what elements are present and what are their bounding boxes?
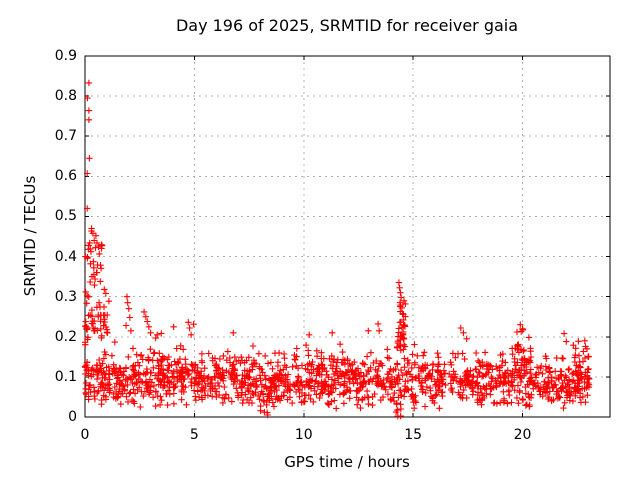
x-tick-label: 10 bbox=[294, 427, 313, 443]
y-tick-label: 0.6 bbox=[54, 168, 77, 185]
y-tick-label: 0.4 bbox=[54, 248, 77, 265]
chart-title: Day 196 of 2025, SRMTID for receiver gai… bbox=[175, 16, 519, 35]
y-tick-label: 0.1 bbox=[54, 368, 77, 385]
x-tick-label: 5 bbox=[189, 427, 199, 443]
x-axis-label: GPS time / hours bbox=[284, 453, 410, 471]
x-tick-label: 15 bbox=[404, 427, 423, 443]
x-tick-label: 20 bbox=[513, 427, 532, 443]
data-points-srmtid bbox=[82, 79, 593, 420]
y-tick-label: 0.9 bbox=[54, 48, 77, 64]
y-tick-label: 0.7 bbox=[54, 128, 77, 145]
grid-lines bbox=[85, 56, 610, 417]
y-tick-label: 0 bbox=[68, 409, 77, 425]
y-tick-label: 0.2 bbox=[54, 328, 77, 345]
plot-border bbox=[84, 55, 611, 418]
y-tick-label: 0.8 bbox=[54, 88, 77, 105]
x-tick-label: 0 bbox=[80, 427, 90, 443]
y-tick-label: 0.3 bbox=[54, 288, 77, 305]
y-tick-label: 0.5 bbox=[54, 208, 77, 225]
